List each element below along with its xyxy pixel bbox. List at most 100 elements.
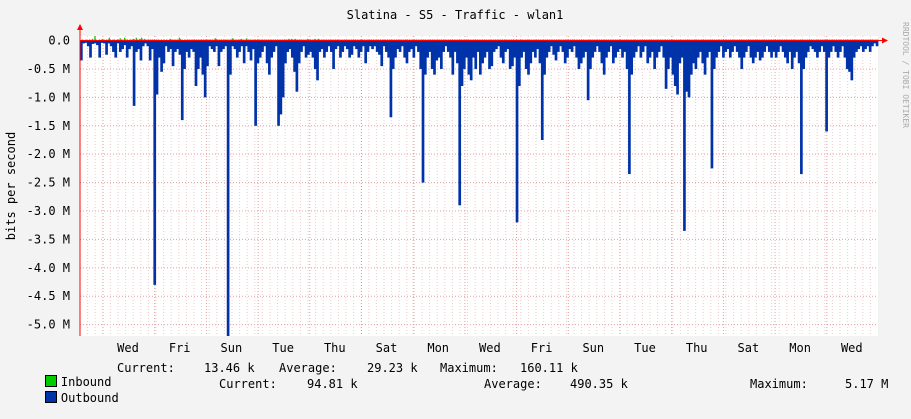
inbound-bar xyxy=(649,39,651,41)
inbound-bar xyxy=(253,39,255,41)
outbound-bar xyxy=(481,40,484,64)
outbound-bar xyxy=(763,40,767,52)
outbound-bar xyxy=(685,40,689,92)
outbound-bar xyxy=(366,40,370,52)
outbound-bar xyxy=(703,40,707,75)
inbound-bar xyxy=(780,39,782,41)
inbound-bar xyxy=(598,39,601,41)
outbound-bar xyxy=(673,40,677,86)
inbound-bar xyxy=(325,39,328,41)
outbound-bar xyxy=(98,40,102,58)
outbound-bar xyxy=(261,40,264,52)
inbound-bar xyxy=(386,39,389,41)
inbound-bar xyxy=(352,39,355,41)
outbound-bar xyxy=(618,40,622,50)
inbound-bar xyxy=(482,39,484,41)
inbound-bar xyxy=(213,39,216,41)
inbound-maximum: 160.11 k xyxy=(520,361,578,375)
grid xyxy=(80,36,878,336)
inbound-bar xyxy=(853,39,856,41)
outbound-bar xyxy=(355,40,358,50)
inbound-bar xyxy=(397,39,400,41)
inbound-bar xyxy=(108,37,111,41)
inbound-bar xyxy=(875,39,877,41)
outbound-bar xyxy=(561,40,565,52)
outbound-bar xyxy=(295,40,299,92)
outbound-bar xyxy=(82,40,85,44)
x-tick-label: Wed xyxy=(841,341,863,355)
inbound-bar xyxy=(735,39,737,41)
inbound-bar xyxy=(421,39,423,41)
outbound-bar xyxy=(203,40,207,98)
inbound-bar xyxy=(654,39,656,41)
inbound-bar xyxy=(746,39,748,41)
outbound-bar xyxy=(579,40,583,64)
inbound-bar xyxy=(742,39,744,41)
outbound-bar xyxy=(247,40,251,52)
outbound-bar xyxy=(84,40,88,43)
outbound-bar xyxy=(488,40,491,69)
inbound-bar xyxy=(243,39,245,41)
inbound-bar xyxy=(444,39,446,41)
inbound-bar xyxy=(523,39,525,41)
inbound-bar xyxy=(740,39,742,41)
inbound-bar xyxy=(805,39,807,41)
inbound-bar xyxy=(483,39,486,41)
outbound-bar xyxy=(733,40,737,47)
outbound-bar xyxy=(855,40,858,52)
inbound-bar xyxy=(543,39,545,41)
outbound-bar xyxy=(552,40,556,55)
inbound-bar xyxy=(410,39,412,41)
y-tick-label: -1.0 M xyxy=(27,90,70,104)
inbound-bar xyxy=(293,39,295,41)
outbound-bar xyxy=(582,40,585,58)
outbound-bar xyxy=(772,40,776,52)
inbound-bar xyxy=(577,39,579,41)
outbound-average-label: Average: xyxy=(484,377,542,391)
inbound-bar xyxy=(184,39,186,41)
inbound-bar xyxy=(534,39,536,41)
watermark: RRDTOOL / TOBI OETIKER xyxy=(901,22,910,128)
inbound-bar xyxy=(109,39,111,41)
inbound-bar xyxy=(701,39,703,41)
inbound-bar xyxy=(433,39,435,41)
inbound-bar xyxy=(465,39,468,41)
inbound-bar xyxy=(623,39,626,41)
outbound-bar xyxy=(527,40,530,75)
inbound-bar xyxy=(799,39,802,41)
inbound-bar xyxy=(428,39,430,41)
y-tick-label: -4.5 M xyxy=(27,289,70,303)
outbound-bar xyxy=(192,40,196,52)
inbound-bar xyxy=(850,39,852,41)
outbound-bar xyxy=(609,40,613,47)
inbound-bar xyxy=(307,38,309,41)
outbound-bar xyxy=(811,40,815,50)
outbound-bar xyxy=(740,40,744,69)
inbound-bar xyxy=(816,39,818,41)
inbound-bar xyxy=(719,39,721,41)
inbound-bar xyxy=(753,39,755,41)
inbound-bar xyxy=(151,39,154,41)
outbound-bar xyxy=(806,40,810,52)
inbound-bar xyxy=(365,39,367,41)
y-tick-label: -3.5 M xyxy=(27,232,70,246)
inbound-bar xyxy=(762,39,764,41)
outbound-bar xyxy=(224,40,228,47)
inbound-bar xyxy=(379,39,382,41)
outbound-bar xyxy=(139,40,143,61)
inbound-bar xyxy=(676,39,678,41)
inbound-bar xyxy=(837,39,839,41)
inbound-bar xyxy=(163,39,165,41)
inbound-bar xyxy=(521,39,523,41)
inbound-bar xyxy=(532,39,534,41)
inbound-bar xyxy=(220,39,223,41)
outbound-bar xyxy=(279,40,283,115)
outbound-bar xyxy=(125,40,129,58)
x-tick-label: Thu xyxy=(324,341,346,355)
inbound-bar xyxy=(143,38,146,41)
outbound-bar xyxy=(215,40,218,47)
inbound-bar xyxy=(347,39,349,41)
outbound-bar xyxy=(116,40,120,44)
outbound-bar xyxy=(653,40,656,69)
inbound-bar xyxy=(132,39,134,41)
